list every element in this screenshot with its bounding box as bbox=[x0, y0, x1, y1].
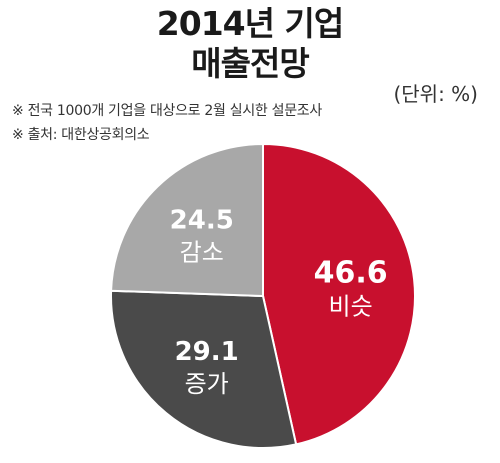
slice-category-label: 비슷 bbox=[329, 292, 373, 320]
slice-value-label: 46.6 bbox=[314, 255, 388, 290]
slice-category-label: 증가 bbox=[185, 370, 229, 398]
source-note: ※ 출처: 대한상공회의소 bbox=[12, 127, 150, 143]
pie-slice-1 bbox=[110, 289, 298, 449]
chart-title-line1: 2014년 기업 bbox=[156, 4, 344, 43]
slice-category-label: 감소 bbox=[180, 239, 224, 267]
unit-label: (단위: %) bbox=[393, 82, 478, 106]
survey-note: ※ 전국 1000개 기업을 대상으로 2월 실시한 설문조사 bbox=[12, 103, 322, 119]
chart-title-line2: 매출전망 bbox=[191, 44, 309, 83]
slice-value-label: 29.1 bbox=[175, 337, 239, 367]
slice-value-label: 24.5 bbox=[170, 206, 234, 236]
pie-slice-0 bbox=[262, 142, 416, 446]
pie-slice-2 bbox=[110, 142, 264, 298]
